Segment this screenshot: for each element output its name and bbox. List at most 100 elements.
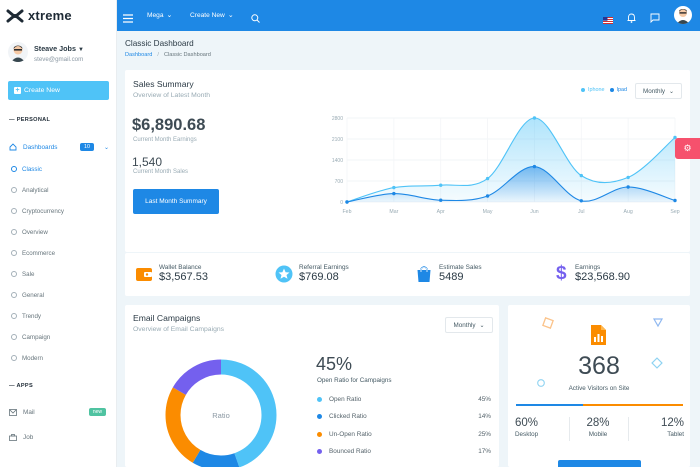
chevron-down-icon: ⌄	[669, 88, 675, 95]
message-icon[interactable]	[650, 10, 660, 28]
breadcrumb-current: Classic Dashboard	[163, 52, 211, 58]
visitors-card: 368 Active Visitors on Site 60% Desktop …	[508, 305, 690, 467]
open-ratio-percent: 45%	[316, 354, 353, 374]
device-mobile: 28% Mobile	[586, 417, 610, 438]
user-profile[interactable]: Steave Jobs ▼ steve@gmail.com	[8, 42, 113, 63]
legend-dot	[317, 449, 322, 454]
donut-slice-bounced-ratio[interactable]	[165, 359, 277, 467]
legend-dot	[317, 414, 322, 419]
stat-referral: Referral Earnings $769.08	[275, 264, 349, 283]
sidebar-item-modern[interactable]: Modern	[11, 351, 111, 365]
device-progress	[516, 404, 683, 406]
mega-menu[interactable]: Mega ⌄	[147, 11, 173, 20]
legend-dot	[317, 396, 322, 402]
data-point-ipad[interactable]	[485, 194, 490, 198]
topbar: Mega ⌄ Create New ⌄	[117, 0, 700, 31]
decor-circle-icon	[537, 379, 545, 387]
breadcrumb-home[interactable]: Dashboard	[125, 52, 153, 58]
donut-slice-un-open-ratio[interactable]	[165, 359, 277, 467]
y-tick-label: 2800	[332, 116, 343, 122]
flag-us-icon[interactable]	[603, 11, 613, 29]
x-tick-label: Sep	[670, 209, 679, 215]
circle-icon	[11, 334, 17, 340]
user-name: Steave Jobs	[34, 44, 76, 53]
series-area-ipad	[347, 166, 675, 202]
legend-ipad: Ipad	[616, 87, 628, 93]
legend-iphone: Iphone	[588, 87, 605, 93]
bag-icon	[417, 265, 431, 282]
x-tick-label: Mar	[389, 209, 398, 215]
chevron-down-icon: ⌄	[166, 12, 173, 19]
sidebar-item-trendy[interactable]: Trendy	[11, 309, 111, 323]
data-point-ipad[interactable]	[579, 199, 583, 203]
donut-center-label: Ratio	[212, 411, 230, 420]
sidebar-item-general[interactable]: General	[11, 288, 111, 302]
sidebar-item-cryptocurrency[interactable]: Cryptocurrency	[11, 204, 111, 218]
circle-icon	[11, 229, 17, 235]
menu-icon[interactable]	[123, 10, 133, 28]
topbar-avatar[interactable]	[674, 6, 692, 24]
x-tick-label: Jul	[578, 209, 585, 215]
visitors-action-button[interactable]	[558, 460, 641, 467]
bell-icon[interactable]	[627, 10, 636, 28]
last-month-summary-button[interactable]: Last Month Summary	[133, 189, 219, 214]
mail-badge: new	[88, 408, 106, 416]
search-icon[interactable]	[251, 10, 260, 28]
sales-summary-card: Sales Summary Overview of Latest Month I…	[125, 70, 690, 252]
decor-diamond-icon	[651, 357, 663, 369]
create-new-menu[interactable]: Create New ⌄	[190, 11, 234, 20]
chevron-down-icon[interactable]: ▼	[77, 47, 84, 53]
card-title: Email Campaigns	[133, 313, 201, 323]
data-point-iphone[interactable]	[439, 183, 443, 187]
circle-icon	[11, 292, 17, 298]
list-item: Clicked Ratio 14%	[317, 411, 491, 423]
sidebar-item-sale[interactable]: Sale	[11, 267, 111, 281]
dashboards-badge: 10	[79, 143, 94, 151]
wallet-icon	[136, 267, 152, 281]
visitor-count: 368	[578, 352, 620, 380]
data-point-ipad[interactable]	[626, 185, 630, 189]
user-email: steve@gmail.com	[34, 56, 84, 63]
sidebar-item-ecommerce[interactable]: Ecommerce	[11, 246, 111, 260]
donut-slice-clicked-ratio[interactable]	[165, 359, 277, 467]
sidebar-item-overview[interactable]: Overview	[11, 225, 111, 239]
logo[interactable]: xtreme	[0, 0, 117, 31]
stats-card: Wallet Balance $3,567.53 Referral Earnin…	[125, 253, 690, 296]
sidebar-item-mail[interactable]: Mail new	[9, 405, 109, 419]
data-point-iphone[interactable]	[485, 176, 490, 181]
stat-earnings: $ Earnings $23,568.90	[556, 262, 631, 284]
legend-iphone-dot	[581, 88, 585, 92]
create-new-button[interactable]: + Create New	[8, 81, 109, 100]
email-period-select[interactable]: Monthly ⌄	[445, 317, 493, 333]
y-tick-label: 700	[335, 179, 344, 185]
data-point-ipad[interactable]	[439, 198, 443, 202]
data-point-ipad[interactable]	[532, 164, 537, 169]
chevron-down-icon: ⌄	[227, 12, 234, 19]
data-point-ipad[interactable]	[345, 200, 349, 204]
circle-icon	[11, 271, 17, 277]
data-point-iphone[interactable]	[532, 116, 537, 120]
list-item: Bounced Ratio 17%	[317, 446, 491, 458]
sidebar-item-dashboards[interactable]: Dashboards 10 ⌄	[9, 140, 109, 154]
stat-estimate-sales: Estimate Sales 5489	[415, 264, 482, 283]
data-point-ipad[interactable]	[673, 198, 677, 203]
sidebar-item-analytical[interactable]: Analytical	[11, 183, 111, 197]
data-point-iphone[interactable]	[579, 173, 583, 178]
x-tick-label: Aug	[624, 209, 633, 215]
data-point-iphone[interactable]	[392, 185, 396, 190]
data-point-ipad[interactable]	[392, 191, 396, 196]
sidebar-item-classic[interactable]: Classic	[11, 162, 111, 176]
email-donut-chart: Ratio	[165, 359, 277, 467]
settings-toggle[interactable]: ⚙	[675, 138, 700, 159]
progress-desktop	[516, 404, 583, 406]
sales-area-chart: 0 700 1400 2100 2800 Feb Mar Apr May Jun Jul Aug Sep	[332, 116, 680, 215]
sidebar-item-campaign[interactable]: Campaign	[11, 330, 111, 344]
section-personal: — PERSONAL	[9, 117, 51, 123]
data-point-iphone[interactable]	[626, 175, 630, 180]
mail-icon	[9, 408, 17, 416]
list-item: Open Ratio 45%	[317, 393, 491, 405]
y-tick-label: 0	[340, 200, 343, 206]
period-select[interactable]: Monthly ⌄	[635, 83, 682, 99]
create-new-label: Create New	[24, 87, 60, 94]
sidebar-item-job[interactable]: Job	[9, 430, 109, 444]
